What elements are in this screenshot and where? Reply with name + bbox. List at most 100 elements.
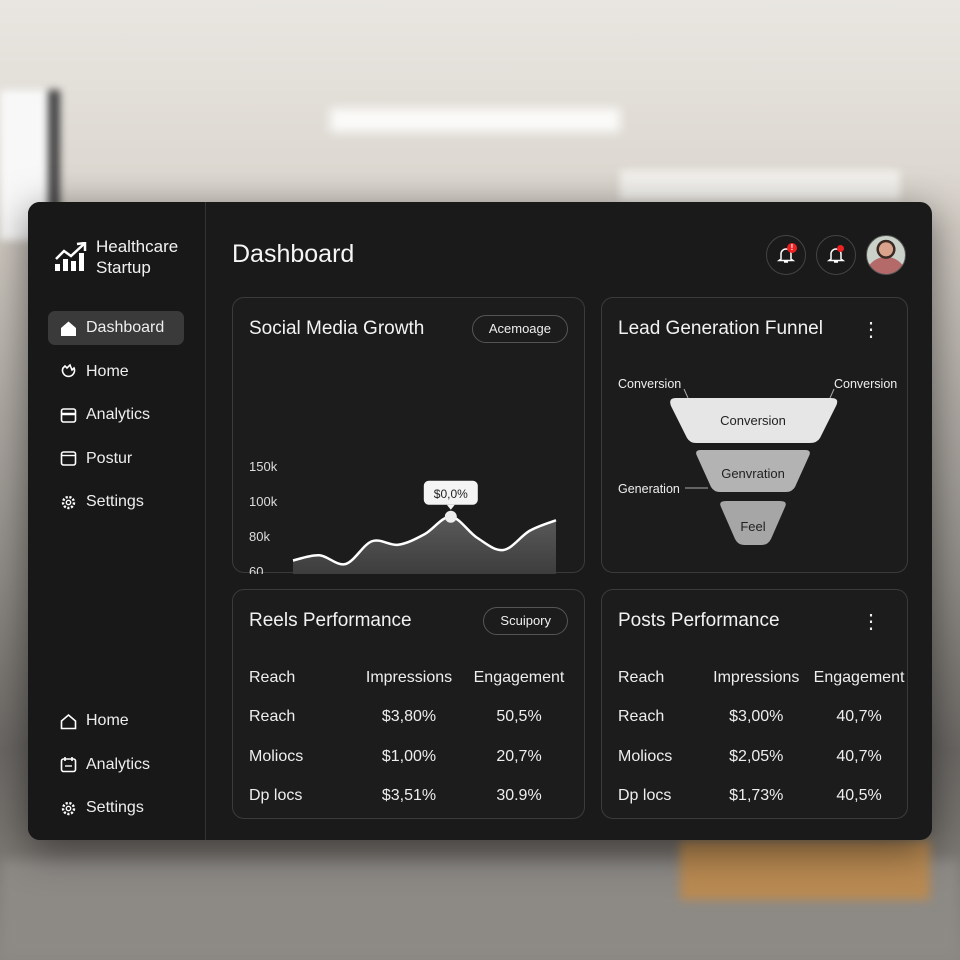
cell: Moliocs: [618, 747, 673, 765]
table-row: Dp locs $3,51% 30.9%: [249, 777, 569, 817]
filter-button[interactable]: Scuipory: [483, 607, 568, 635]
funnel-stage-1: [670, 398, 838, 443]
funnel-stage-label: Conversion: [720, 413, 786, 428]
funnel-annotation: Conversion: [618, 377, 681, 391]
cell: Dp locs: [249, 787, 303, 805]
avatar[interactable]: [866, 235, 906, 275]
sidebar: Healthcare Startup Dashboard Home Analyti…: [28, 202, 206, 840]
range-button[interactable]: Acemoage: [471, 315, 568, 343]
cell: Reach: [249, 708, 296, 726]
reels-performance-card: Reels Performance Scuipory Reach Impressi…: [232, 589, 585, 819]
cell: 40,7%: [836, 747, 882, 765]
sidebar-item-home-bottom[interactable]: Home: [48, 704, 184, 738]
cell: 50,5%: [496, 708, 542, 726]
brand-logo[interactable]: Healthcare Startup: [54, 236, 178, 278]
bg-shelf: [620, 170, 900, 200]
more-options-icon[interactable]: ⋮: [861, 319, 881, 341]
funnel-stage-3: [720, 501, 786, 545]
column-header: Reach: [618, 668, 665, 686]
cell: Reach: [618, 708, 665, 726]
alerts-button[interactable]: [816, 235, 856, 275]
notifications-button[interactable]: !: [766, 235, 806, 275]
brand-line-1: Healthcare: [96, 237, 179, 256]
card-title: Social Media Growth: [249, 318, 425, 339]
social-media-growth-card: Social Media Growth Acemoage 0206080k100…: [232, 297, 585, 574]
funnel-stage-label: Feel: [740, 519, 765, 534]
home-outline-icon: [60, 713, 77, 730]
cell: $1,73%: [729, 787, 784, 805]
cell: Moliocs: [249, 747, 304, 765]
column-header: Engagement: [813, 668, 905, 686]
cell: $3,80%: [381, 708, 437, 726]
data-point: [444, 510, 457, 523]
sidebar-item-settings[interactable]: Settings: [48, 485, 184, 519]
sidebar-item-analytics[interactable]: Analytics: [48, 398, 184, 432]
notification-dot: [837, 245, 844, 252]
sidebar-item-label: Dashboard: [86, 319, 165, 336]
more-options-icon[interactable]: ⋮: [861, 611, 881, 633]
table-row: Dp locs $1,73% 40,5%: [618, 777, 907, 817]
dashboard-window: Healthcare Startup Dashboard Home Analyti…: [28, 202, 932, 840]
funnel-annotation: Conversion: [834, 377, 897, 391]
tooltip-label: $0,0%: [434, 487, 468, 501]
sidebar-item-dashboard[interactable]: Dashboard: [48, 311, 184, 345]
card-title: Lead Generation Funnel: [618, 318, 823, 339]
leader-line: [829, 388, 835, 399]
column-header: Impressions: [713, 668, 800, 686]
cell: 40,7%: [836, 708, 882, 726]
bg-table: [680, 840, 930, 900]
column-header: Impressions: [365, 668, 453, 686]
leader-line: [683, 388, 689, 399]
sidebar-item-label: Settings: [86, 493, 144, 510]
sidebar-nav: Dashboard Home Analytics Postur Settings: [48, 311, 184, 529]
y-tick-label: 80k: [249, 529, 270, 544]
area-fill: [293, 516, 556, 574]
sidebar-item-label: Settings: [86, 799, 144, 816]
funnel-chart: Conversion Genvration Feel Conversion Co…: [618, 377, 897, 545]
page-title: Dashboard: [232, 240, 355, 268]
flame-icon: [60, 363, 77, 380]
growth-chart: 0206080k100k150kJanMapAuyJunNntDec$0,0%: [249, 459, 557, 574]
y-tick-label: 100k: [249, 494, 278, 509]
y-tick-label: 150k: [249, 459, 278, 474]
home-icon: [60, 320, 77, 337]
funnel-stage-2: [696, 450, 810, 492]
sidebar-item-analytics-bottom[interactable]: Analytics: [48, 748, 184, 782]
card-icon: [60, 407, 77, 424]
reels-table: Reach Impressions Engagement Reach $3,80% 50…: [249, 658, 569, 816]
sidebar-item-label: Analytics: [86, 406, 151, 423]
card-title: Posts Performance: [618, 610, 780, 631]
series-line: [292, 515, 557, 566]
sidebar-item-home[interactable]: Home: [48, 355, 184, 389]
lead-funnel-card: Lead Generation Funnel ⋮ Conversion Genv…: [601, 297, 908, 573]
posts-table: Reach Impressions Engagement Reach $3,00% 40…: [618, 658, 907, 816]
column-header: Engagement: [473, 668, 565, 686]
tooltip-arrow: [446, 504, 455, 510]
cell: $3,00%: [729, 708, 784, 726]
cell: $3,51%: [381, 787, 437, 805]
cell: 30.9%: [496, 787, 542, 805]
table-header: Reach Impressions Engagement: [618, 658, 907, 698]
sidebar-item-label: Analytics: [86, 755, 151, 773]
column-header: Reach: [249, 668, 296, 686]
window-icon: [60, 450, 77, 467]
notification-badge: !: [787, 243, 797, 253]
table-row: Reach $3,80% 50,5%: [249, 698, 569, 738]
table-header: Reach Impressions Engagement: [249, 658, 569, 698]
sidebar-item-label: Home: [86, 712, 129, 729]
gear-icon: [60, 800, 77, 817]
clipboard-icon: [60, 756, 77, 773]
cell: 40,5%: [836, 787, 882, 805]
growth-chart-icon: [55, 242, 87, 271]
funnel-annotation: Generation: [618, 482, 680, 496]
cell: 20,7%: [496, 747, 542, 765]
sidebar-item-label: Postur: [86, 449, 133, 467]
table-row: Reach $3,00% 40,7%: [618, 698, 907, 738]
table-row: Moliocs $2,05% 40,7%: [618, 737, 907, 777]
sidebar-item-settings-bottom[interactable]: Settings: [48, 791, 184, 825]
sidebar-bottom-nav: Home Analytics Settings: [48, 704, 184, 835]
sidebar-item-postur[interactable]: Postur: [48, 442, 184, 476]
card-title: Reels Performance: [249, 610, 412, 631]
sidebar-item-label: Home: [86, 362, 129, 380]
funnel-stage-label: Genvration: [721, 466, 785, 481]
